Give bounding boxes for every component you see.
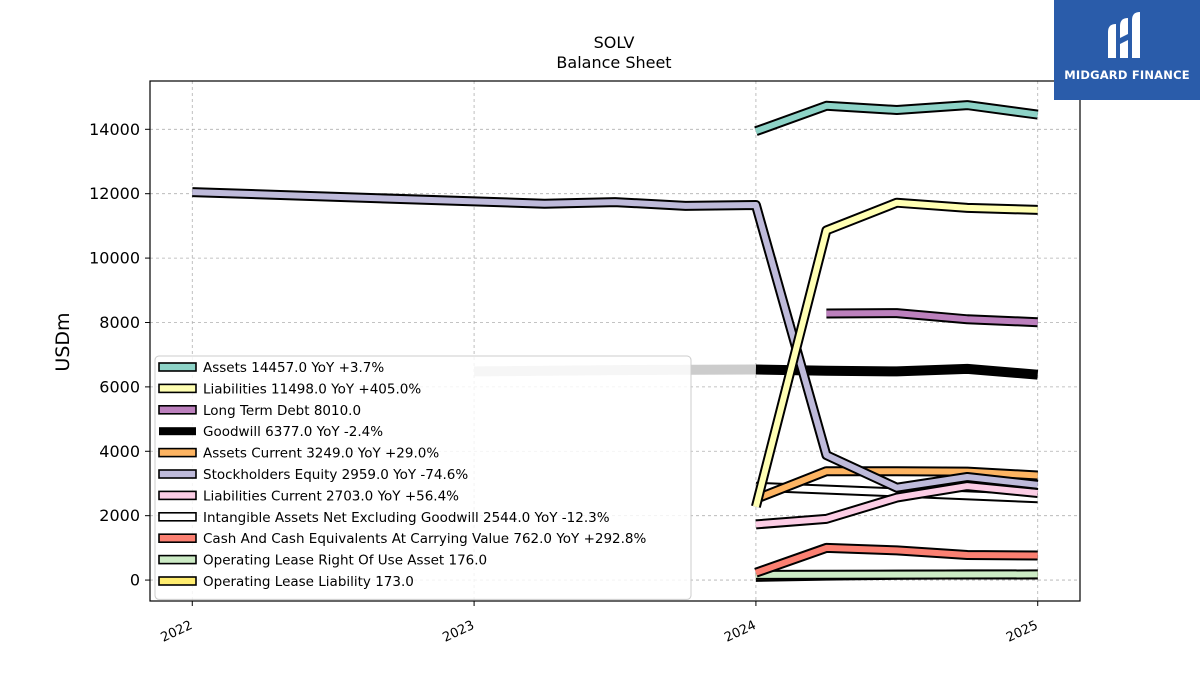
x-axis-ticks: 2022 2023 2024 2025 bbox=[159, 601, 1040, 646]
y-axis-label: USDm bbox=[52, 312, 74, 371]
y-tick-label: 8000 bbox=[99, 313, 140, 332]
series-stockholders-equity-line bbox=[192, 189, 1039, 491]
y-tick-label: 14000 bbox=[89, 120, 140, 139]
y-tick-label: 6000 bbox=[99, 377, 140, 396]
legend-entry-long-term-debt: Long Term Debt 8010.0 bbox=[203, 403, 361, 419]
legend-swatch-assets-current bbox=[158, 447, 197, 458]
series-liabilities-line bbox=[752, 199, 1038, 508]
series-assets-current-line bbox=[754, 468, 1038, 502]
legend-swatch-intangible-assets-net-excluding-goodwill bbox=[158, 511, 197, 522]
logo-badge: MIDGARD FINANCE bbox=[1054, 0, 1200, 100]
legend-swatch-operating-lease-right-of-use-asset bbox=[158, 554, 197, 565]
midgard-m-logo-icon bbox=[1108, 12, 1140, 58]
legend-swatch-assets bbox=[158, 362, 197, 372]
legend-swatch-liabilities-current bbox=[158, 490, 197, 501]
legend-swatch-stockholders-equity bbox=[158, 469, 197, 479]
x-tick-label: 2023 bbox=[440, 618, 476, 646]
legend-entry-goodwill: Goodwill 6377.0 YoY -2.4% bbox=[203, 424, 383, 440]
legend-swatch-operating-lease-liability bbox=[158, 576, 197, 586]
legend-swatch-long-term-debt bbox=[158, 404, 197, 415]
legend-swatch-liabilities bbox=[158, 383, 197, 394]
legend-entry-liabilities: Liabilities 11498.0 YoY +405.0% bbox=[203, 381, 421, 397]
legend: Assets 14457.0 YoY +3.7% Liabilities 1149… bbox=[154, 355, 692, 600]
series-liabilities-current-line bbox=[755, 483, 1038, 528]
chart-subtitle: Balance Sheet bbox=[556, 53, 671, 72]
x-tick-label: 2025 bbox=[1004, 618, 1040, 646]
y-tick-label: 10000 bbox=[89, 249, 140, 268]
series-cash-and-cash-equivalents-at-carrying-value-line bbox=[754, 544, 1038, 576]
y-tick-label: 2000 bbox=[99, 506, 140, 525]
logo-text: MIDGARD FINANCE bbox=[1064, 68, 1190, 82]
chart-title: SOLV bbox=[594, 33, 635, 52]
legend-swatch-goodwill bbox=[159, 427, 196, 436]
legend-entry-assets-current: Assets Current 3249.0 YoY +29.0% bbox=[203, 446, 439, 462]
series-lines bbox=[192, 100, 1039, 582]
y-tick-label: 0 bbox=[130, 571, 140, 590]
legend-entry-cash-and-cash-equivalents-at-carrying-value: Cash And Cash Equivalents At Carrying Va… bbox=[203, 531, 647, 547]
series-operating-lease-right-of-use-asset-line bbox=[755, 571, 1038, 578]
legend-swatch-cash-and-cash-equivalents-at-carrying-value bbox=[158, 533, 197, 544]
legend-entry-liabilities-current: Liabilities Current 2703.0 YoY +56.4% bbox=[203, 488, 459, 504]
series-long-term-debt-line bbox=[826, 310, 1038, 326]
y-axis-ticks: 0 2000 4000 6000 8000 10000 12000 14000 bbox=[89, 120, 150, 590]
legend-entry-assets: Assets 14457.0 YoY +3.7% bbox=[203, 360, 384, 376]
y-tick-label: 4000 bbox=[99, 442, 140, 461]
series-liabilities-outline bbox=[751, 197, 1038, 508]
x-tick-label: 2024 bbox=[722, 618, 758, 646]
x-tick-label: 2022 bbox=[159, 618, 195, 646]
legend-box bbox=[154, 355, 692, 600]
legend-entry-intangible-assets-net-excluding-goodwill: Intangible Assets Net Excluding Goodwill… bbox=[203, 510, 610, 526]
legend-entry-operating-lease-right-of-use-asset: Operating Lease Right Of Use Asset 176.0 bbox=[203, 553, 487, 569]
legend-entry-operating-lease-liability: Operating Lease Liability 173.0 bbox=[203, 574, 414, 590]
series-assets-line bbox=[754, 102, 1039, 135]
y-tick-label: 12000 bbox=[89, 184, 140, 203]
legend-entry-stockholders-equity: Stockholders Equity 2959.0 YoY -74.6% bbox=[203, 467, 468, 483]
plot-frame bbox=[149, 80, 1081, 602]
